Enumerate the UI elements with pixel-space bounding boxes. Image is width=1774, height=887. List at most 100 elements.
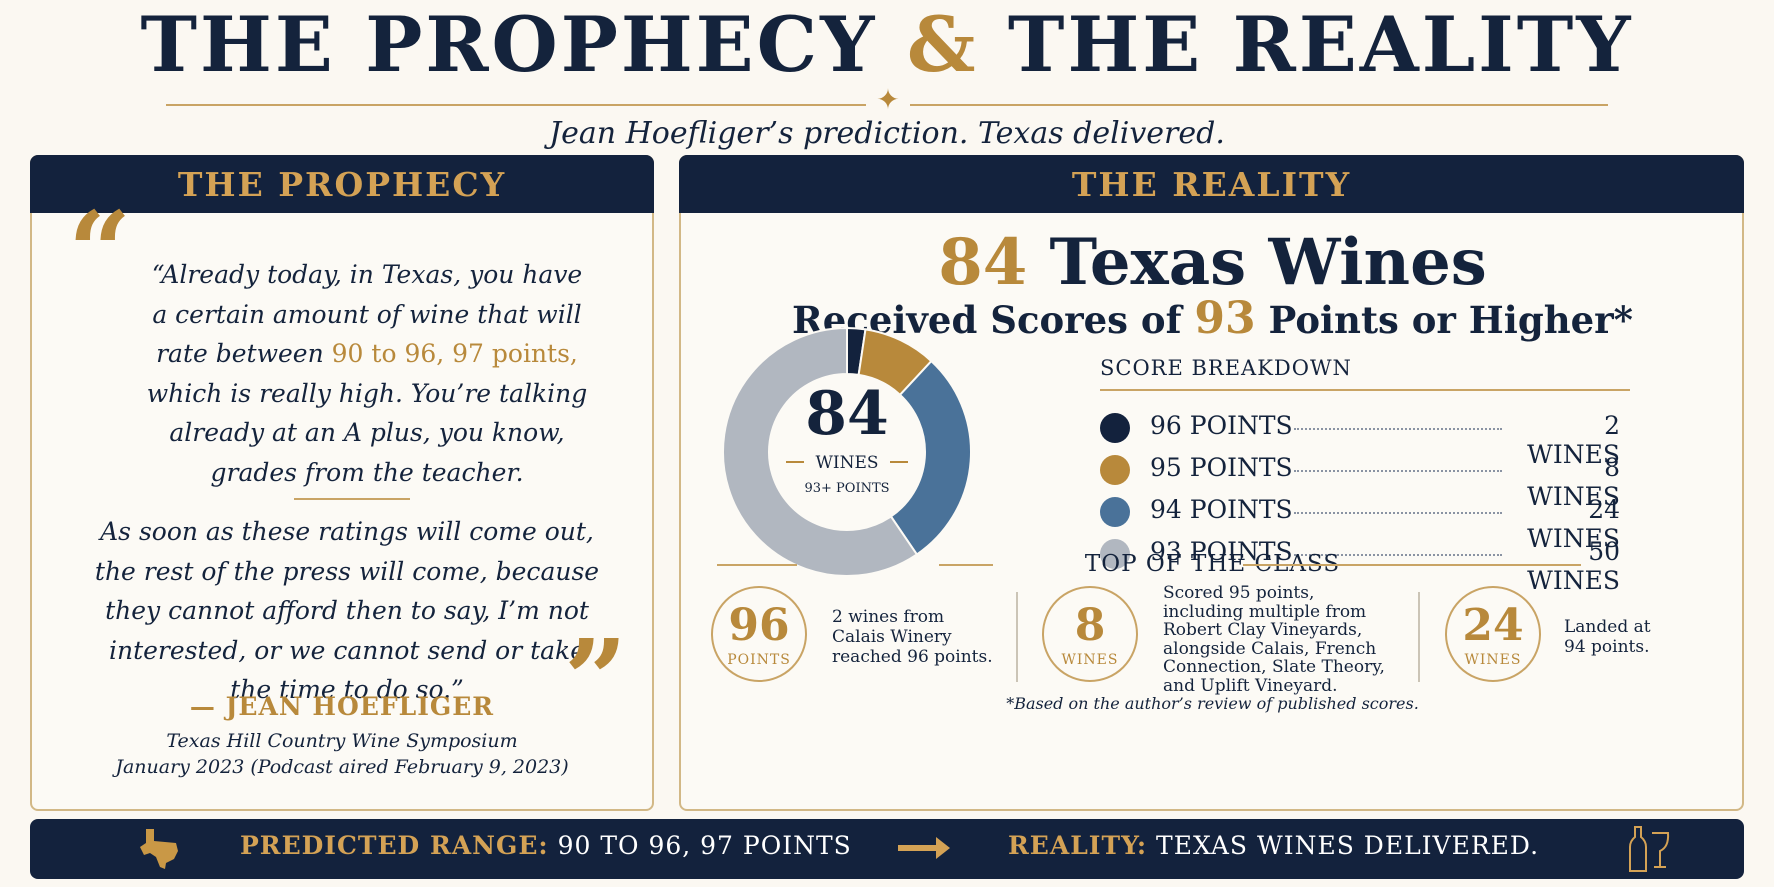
prophecy-panel: THE PROPHECY “ “Already today, in Texas,… [30, 155, 654, 811]
donut-center-number: 84 [805, 379, 889, 449]
top-text-line: Robert Clay Vineyards, [1163, 620, 1363, 640]
legend-leader [1294, 554, 1502, 556]
top-text-line: 2 wines from [832, 607, 945, 627]
legend-leader [1294, 470, 1502, 472]
quote-line: the time to do so.” [230, 675, 464, 704]
quote-line: already at an A plus, you know, [169, 418, 565, 447]
event-name: Texas Hill Country Wine Symposium [166, 730, 518, 752]
reality-summary: REALITY: TEXAS WINES DELIVERED. [1008, 831, 1539, 860]
donut-slice-93 [722, 326, 919, 577]
legend-label: 95 POINTS [1150, 453, 1293, 482]
legend-value: 8 WINES [1527, 453, 1620, 511]
top-text-line: 94 points. [1564, 637, 1650, 657]
title-right: THE REALITY [1007, 0, 1634, 89]
headline-text: Texas Wines [1049, 225, 1487, 300]
reality-headline: 84 Texas Wines [681, 223, 1744, 303]
top-separator [1418, 592, 1420, 682]
top-text-line: Connection, Slate Theory, [1163, 657, 1385, 677]
donut-center-label: WINES [815, 453, 878, 473]
top-text-line: Landed at [1564, 617, 1651, 637]
breakdown-row: 95 POINTS 8 WINES [1100, 449, 1620, 511]
reality-value: TEXAS WINES DELIVERED. [1156, 831, 1540, 860]
legend-value: 50 WINES [1527, 537, 1620, 595]
legend-label: 96 POINTS [1150, 411, 1293, 440]
arrow-right-icon [898, 837, 950, 859]
reality-label: REALITY: [1008, 831, 1148, 860]
legend-value: 2 WINES [1527, 411, 1620, 469]
quote-line: interested, or we cannot send or take [108, 635, 585, 665]
legend-swatch [1100, 455, 1130, 485]
breakdown-row: 96 POINTS 2 WINES [1100, 407, 1620, 469]
header-rule-left [166, 104, 866, 106]
top-of-class-title: TOP OF THE CLASS [1084, 551, 1341, 577]
top-text-line: reached 96 points. [832, 647, 993, 667]
subhead-number: 93 [1194, 293, 1256, 344]
header-rule-right [910, 104, 1608, 106]
quote-line: the rest of the press will come, because [94, 556, 600, 586]
top-text-line: Scored 95 points, [1163, 583, 1315, 603]
quote-line: which is really high. You’re talking [146, 378, 588, 408]
top-text-96: 2 wines from Calais Winery reached 96 po… [832, 607, 993, 667]
top-text-line: alongside Calais, French [1163, 638, 1377, 659]
badge-unit: POINTS [727, 652, 791, 668]
quote-line: “Already today, in Texas, you have [151, 260, 583, 289]
quote-line: rate between 90 to 96, 97 points, [132, 334, 602, 374]
reality-panel: THE REALITY 84 Texas Wines Received Scor… [679, 155, 1744, 811]
quote-line: grades from the teacher. [210, 457, 524, 487]
top-text-line: and Uplift Vineyard. [1163, 675, 1338, 696]
quote-text: rate between [156, 339, 332, 368]
close-quote-icon: ” [564, 615, 628, 744]
event-date: January 2023 (Podcast aired February 9, … [115, 756, 569, 778]
headline-number: 84 [938, 225, 1028, 300]
badge-number: 8 [1074, 600, 1106, 651]
texas-icon [140, 829, 178, 869]
quote-line: they cannot afford then to say, I’m not [105, 596, 589, 625]
badge-number: 24 [1462, 600, 1524, 651]
quote-paragraph-1: “Already today, in Texas, you have a cer… [132, 255, 602, 492]
predicted-label: PREDICTED RANGE: [240, 831, 549, 860]
top-text-8: Scored 95 points, including multiple fro… [1163, 584, 1385, 695]
footnote: *Based on the author’s review of publish… [1006, 694, 1419, 713]
star-icon: ✦ [876, 83, 900, 116]
top-separator [1016, 592, 1018, 682]
badge-unit: WINES [1061, 652, 1119, 668]
predicted-range: PREDICTED RANGE: 90 TO 96, 97 POINTS [240, 831, 852, 860]
predicted-value: 90 TO 96, 97 POINTS [557, 831, 852, 860]
toc-rule-right [1243, 564, 1581, 566]
top-badge-24: 24 WINES [1445, 586, 1541, 682]
title-left: THE PROPHECY [140, 0, 878, 89]
top-badge-96: 96 POINTS [711, 586, 807, 682]
legend-swatch [1100, 413, 1130, 443]
page-subtitle: Jean Hoefliger’s prediction. Texas deliv… [549, 116, 1225, 151]
quote-line: a certain amount of wine that will [152, 299, 582, 329]
title-ampersand: & [906, 0, 979, 89]
legend-label: 94 POINTS [1150, 495, 1293, 524]
legend-label: 93 POINTS [1150, 537, 1293, 566]
score-donut-chart: 84 WINES 93+ POINTS [722, 326, 972, 577]
legend-swatch [1100, 539, 1130, 569]
toc-rule-left-inner [939, 564, 993, 566]
quote-line: As soon as these ratings will come out, [100, 517, 594, 546]
quote-attribution: — JEAN HOEFLIGER [189, 692, 495, 721]
legend-leader [1294, 512, 1502, 514]
quote-paragraph-2: As soon as these ratings will come out, … [92, 512, 602, 710]
wine-icon [1629, 826, 1670, 872]
legend-value: 24 WINES [1527, 495, 1620, 553]
open-quote-icon: “ [68, 187, 132, 316]
quote-divider [294, 498, 410, 500]
bottom-banner: PREDICTED RANGE: 90 TO 96, 97 POINTS REA… [30, 819, 1744, 879]
quote-highlight: 90 to 96, 97 points, [331, 339, 578, 368]
breakdown-row: 94 POINTS 24 WINES [1100, 491, 1620, 553]
breakdown-rule [1100, 389, 1630, 391]
subhead-text: Points or Higher* [1255, 298, 1633, 342]
top-text-line: Calais Winery [832, 627, 952, 647]
legend-swatch [1100, 497, 1130, 527]
top-text-line: including multiple from [1163, 601, 1367, 622]
top-text-24: Landed at 94 points. [1564, 617, 1651, 657]
badge-unit: WINES [1464, 652, 1522, 668]
breakdown-title: SCORE BREAKDOWN [1100, 356, 1352, 380]
badge-number: 96 [728, 600, 790, 651]
legend-leader [1294, 428, 1502, 430]
reality-heading: THE REALITY [679, 155, 1744, 213]
top-badge-8: 8 WINES [1042, 586, 1138, 682]
